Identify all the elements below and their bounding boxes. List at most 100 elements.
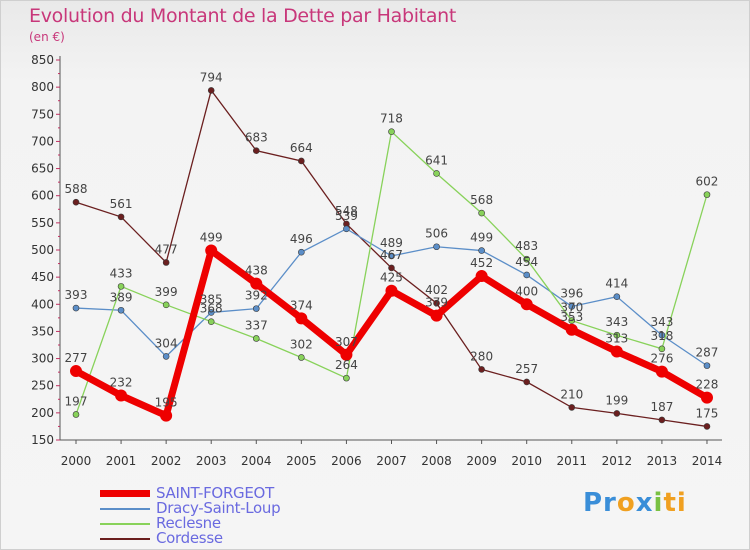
data-point-cordesse	[207, 87, 215, 94]
data-point-saint-forgeot	[700, 391, 713, 404]
data-label-cordesse: 210	[560, 387, 583, 401]
x-tick-label: 2005	[286, 454, 317, 468]
logo-part: ti	[663, 488, 687, 518]
data-label-cordesse: 187	[650, 400, 673, 414]
data-label-reclesne: 568	[470, 193, 493, 207]
data-point-reclesne	[658, 345, 666, 353]
x-tick-label: 2013	[647, 454, 678, 468]
data-label-dracy-saint-loup: 304	[155, 336, 178, 350]
data-label-dracy-saint-loup: 489	[380, 236, 403, 250]
data-point-reclesne	[568, 317, 576, 324]
data-point-dracy-saint-loup	[343, 225, 350, 233]
y-tick-label: 550	[31, 216, 54, 230]
y-tick-label: 500	[31, 243, 54, 257]
x-tick-label: 2011	[556, 454, 587, 468]
y-tick-label: 400	[31, 297, 54, 311]
legend-swatch-dracy-saint-loup	[100, 508, 150, 510]
data-label-cordesse: 588	[65, 182, 88, 196]
data-point-dracy-saint-loup	[72, 304, 80, 312]
data-label-reclesne: 337	[245, 318, 268, 332]
data-point-reclesne	[298, 354, 305, 361]
y-tick-label: 150	[31, 433, 54, 447]
data-label-reclesne: 433	[110, 266, 133, 280]
data-point-cordesse	[613, 410, 621, 417]
data-point-dracy-saint-loup	[162, 353, 170, 360]
data-point-cordesse	[252, 147, 260, 154]
y-tick-label: 200	[31, 406, 54, 420]
x-tick-label: 2007	[376, 454, 407, 468]
legend-label-cordesse: Cordesse	[156, 529, 223, 547]
data-point-saint-forgeot	[610, 345, 623, 358]
data-point-reclesne	[388, 128, 395, 135]
data-point-cordesse	[117, 213, 125, 221]
data-label-dracy-saint-loup: 393	[65, 288, 88, 302]
data-point-saint-forgeot	[205, 244, 218, 257]
data-point-saint-forgeot	[565, 323, 578, 336]
x-tick-label: 2006	[331, 454, 362, 468]
x-tick-label: 2012	[602, 454, 633, 468]
data-label-cordesse: 561	[110, 197, 133, 211]
data-label-cordesse: 257	[515, 362, 538, 376]
x-tick-label: 2001	[106, 454, 137, 468]
legend-label-dracy-saint-loup: Dracy-Saint-Loup	[156, 499, 281, 517]
data-label-reclesne: 264	[335, 358, 358, 372]
data-label-saint-forgeot: 499	[200, 231, 223, 245]
y-tick-label: 700	[31, 134, 54, 148]
data-label-saint-forgeot: 425	[380, 271, 403, 285]
logo-part: i	[653, 488, 664, 518]
data-label-cordesse: 477	[155, 242, 178, 256]
data-label-dracy-saint-loup: 506	[425, 227, 448, 241]
data-point-dracy-saint-loup	[207, 309, 215, 316]
data-point-saint-forgeot	[430, 309, 443, 322]
y-tick-label: 450	[31, 270, 54, 284]
y-tick-label: 350	[31, 324, 54, 338]
data-label-dracy-saint-loup: 385	[200, 292, 223, 306]
data-point-dracy-saint-loup	[252, 305, 260, 312]
data-point-reclesne	[117, 283, 125, 290]
y-tick-label: 600	[31, 189, 54, 203]
data-point-dracy-saint-loup	[658, 331, 666, 339]
data-label-saint-forgeot: 374	[290, 298, 313, 312]
data-labels-layer: 588 561 477 794 683 664 548 467 402 280 257 210 199 1…	[65, 70, 719, 420]
data-label-saint-forgeot: 353	[560, 310, 583, 324]
data-label-dracy-saint-loup: 343	[650, 315, 673, 329]
data-label-dracy-saint-loup: 539	[335, 209, 358, 223]
series-layer	[70, 87, 713, 430]
data-label-dracy-saint-loup: 389	[110, 290, 133, 304]
data-label-cordesse: 548	[335, 204, 358, 218]
data-point-cordesse	[72, 198, 80, 206]
data-label-dracy-saint-loup: 287	[696, 346, 719, 360]
data-label-cordesse: 280	[470, 349, 493, 363]
data-label-reclesne: 399	[155, 285, 178, 299]
x-tick-label: 2010	[511, 454, 542, 468]
data-label-saint-forgeot: 313	[605, 332, 628, 346]
data-point-reclesne	[252, 335, 260, 342]
data-point-saint-forgeot	[475, 270, 488, 283]
data-label-reclesne: 370	[560, 301, 583, 315]
data-point-dracy-saint-loup	[388, 252, 395, 260]
data-label-cordesse: 402	[425, 283, 448, 297]
legend-label-reclesne: Reclesne	[156, 514, 221, 532]
data-label-reclesne: 368	[200, 302, 223, 316]
data-point-saint-forgeot	[295, 312, 308, 325]
data-point-reclesne	[343, 374, 350, 382]
data-point-dracy-saint-loup	[478, 247, 485, 254]
unit-label: (en €)	[29, 30, 65, 44]
legend-label-saint-forgeot: SAINT-FORGEOT	[156, 484, 274, 502]
data-point-saint-forgeot	[520, 298, 533, 311]
data-label-cordesse: 175	[696, 406, 719, 420]
x-tick-label: 2003	[196, 454, 227, 468]
y-tick-label: 800	[31, 80, 54, 94]
data-point-dracy-saint-loup	[523, 271, 531, 279]
x-tick-label: 2002	[151, 454, 182, 468]
data-point-cordesse	[388, 264, 395, 272]
data-point-reclesne	[613, 331, 621, 339]
data-label-reclesne: 197	[65, 394, 88, 408]
data-label-saint-forgeot: 228	[696, 378, 719, 392]
logo-part: Pr	[583, 488, 617, 518]
data-point-reclesne	[162, 301, 170, 309]
data-label-saint-forgeot: 277	[65, 351, 88, 365]
data-point-reclesne	[478, 209, 485, 217]
data-point-reclesne	[703, 191, 711, 198]
